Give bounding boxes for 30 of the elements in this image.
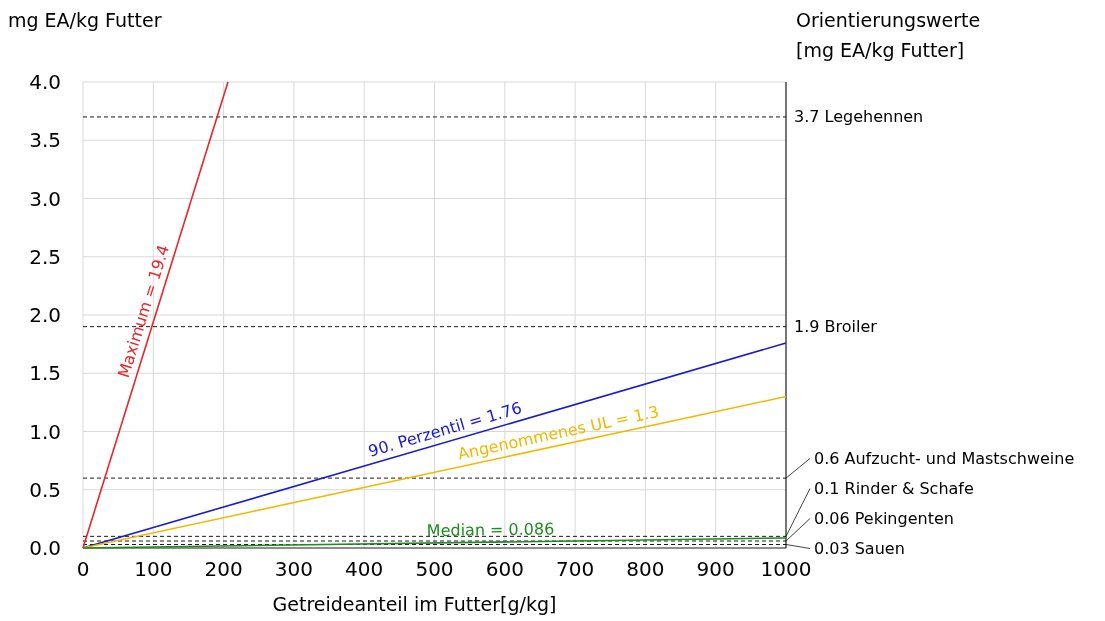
- x-tick-label: 700: [556, 557, 595, 581]
- x-tick-label: 1000: [760, 557, 812, 581]
- y-axis-title: mg EA/kg Futter: [8, 9, 162, 31]
- x-tick-label: 500: [415, 557, 454, 581]
- y-tick-label: 3.5: [29, 128, 61, 153]
- y-tick-label: 1.0: [29, 419, 61, 444]
- series-label: Median = 0.086: [426, 519, 555, 541]
- ref-line-label: 0.06 Pekingenten: [814, 508, 954, 528]
- x-tick-label: 900: [696, 557, 735, 581]
- x-tick-label: 800: [626, 557, 665, 581]
- y-tick-label: 4.0: [29, 70, 61, 94]
- ref-line-label: 0.6 Aufzucht- und Mastschweine: [814, 448, 1075, 468]
- x-tick-label: 100: [134, 557, 173, 581]
- x-axis-title: Getreideanteil im Futter[g/kg]: [272, 593, 557, 615]
- ref-line-label: 0.1 Rinder & Schafe: [814, 478, 974, 498]
- y-tick-label: 2.0: [29, 303, 61, 327]
- ref-line-label: 0.03 Sauen: [814, 538, 905, 558]
- y-tick-label: 1.5: [29, 361, 61, 386]
- x-tick-label: 300: [274, 557, 313, 581]
- x-tick-label: 400: [345, 557, 384, 581]
- y-tick-label: 3.0: [29, 186, 61, 211]
- y-tick-label: 0.0: [29, 536, 61, 560]
- x-tick-label: 600: [485, 557, 524, 581]
- y-tick-label: 0.5: [29, 477, 61, 502]
- ref-line-label: 3.7 Legehennen: [794, 106, 924, 126]
- y2-axis-title: Orientierungswerte [mg EA/kg Futter]: [796, 9, 981, 61]
- y-tick-label: 2.5: [29, 244, 61, 269]
- x-tick-label: 200: [204, 557, 243, 581]
- x-tick-label: 0: [76, 557, 90, 581]
- ref-line-label: 1.9 Broiler: [794, 316, 878, 336]
